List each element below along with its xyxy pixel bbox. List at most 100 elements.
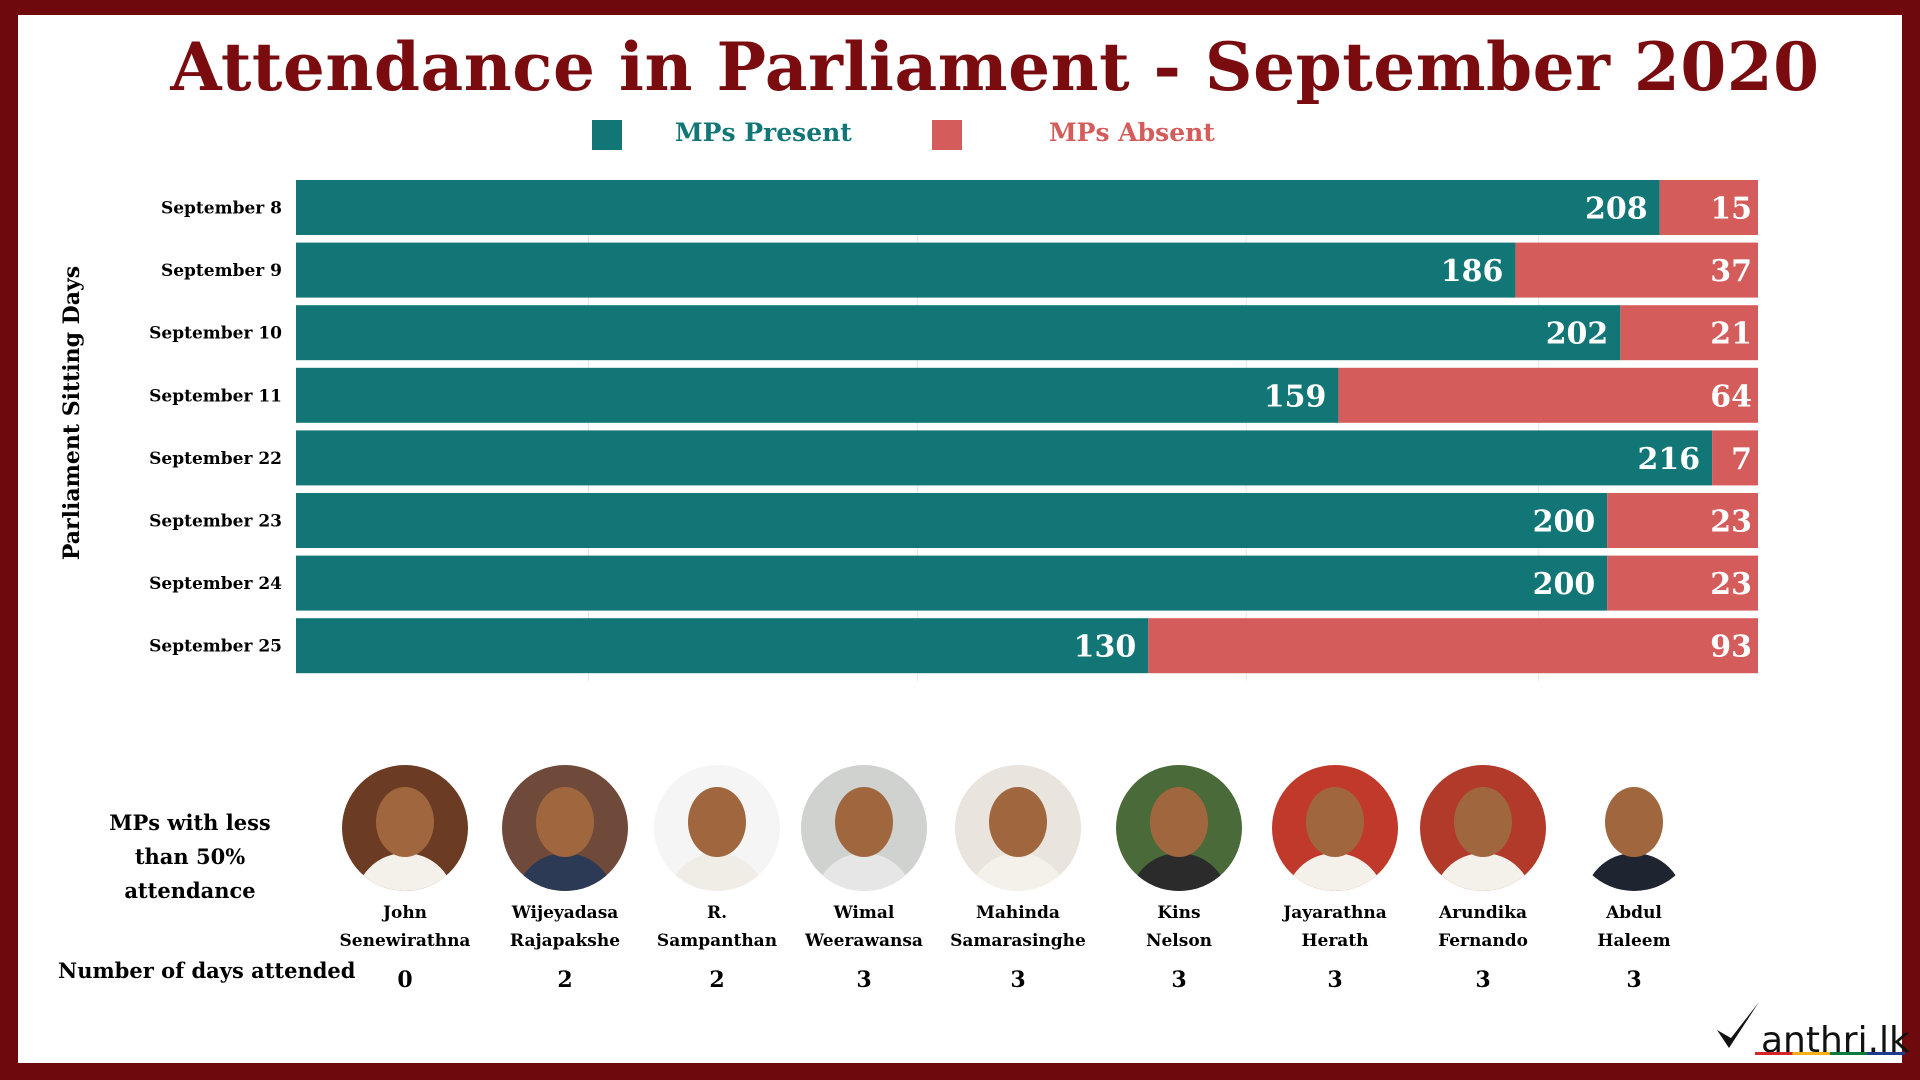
present-value-label: 186 xyxy=(1441,254,1504,289)
mp-photo-body xyxy=(814,853,914,891)
mp-first-name: Wijeyadasa xyxy=(511,903,619,923)
category-label: September 23 xyxy=(149,512,282,532)
mp-photo-head xyxy=(1605,787,1663,857)
mp-days-attended: 3 xyxy=(1626,967,1642,993)
mp-photo-icon xyxy=(342,765,468,891)
legend-present-swatch xyxy=(592,120,622,150)
absent-value-label: 93 xyxy=(1710,630,1752,665)
bar-present xyxy=(296,430,1713,486)
logo-underline xyxy=(1755,1052,1905,1055)
mp-last-name: Herath xyxy=(1301,931,1369,951)
bar-absent xyxy=(1607,555,1758,611)
category-label: September 10 xyxy=(149,324,282,344)
mp-last-name: Sampanthan xyxy=(656,931,778,951)
mp-card: John Senewirathna 0 xyxy=(320,765,490,993)
mp-photo-body xyxy=(355,853,455,891)
mp-card: Wijeyadasa Rajapakshe 2 xyxy=(480,765,650,993)
mp-photo-head xyxy=(835,787,893,857)
bar-absent xyxy=(1338,367,1758,423)
bar-present xyxy=(296,493,1608,548)
category-label: September 8 xyxy=(161,199,282,219)
chart-title: Attendance in Parliament - September 202… xyxy=(170,28,1820,106)
category-label: September 24 xyxy=(149,574,282,594)
bar-present xyxy=(296,367,1339,423)
bar-present xyxy=(296,242,1516,298)
mp-first-name: Mahinda xyxy=(976,903,1060,923)
mp-photo-body xyxy=(1584,853,1684,891)
mp-first-name: Wimal xyxy=(833,903,895,923)
mp-last-name: Weerawansa xyxy=(805,931,923,951)
mp-first-name: Jayarathna xyxy=(1283,903,1387,923)
mp-name: John Senewirathna xyxy=(320,899,490,955)
mp-first-name: R. xyxy=(706,903,728,923)
mp-card: Kins Nelson 3 xyxy=(1094,765,1264,993)
bar-absent xyxy=(1712,430,1758,486)
bar-present xyxy=(296,618,1149,674)
mp-card: Arundika Fernando 3 xyxy=(1398,765,1568,993)
manthri-logo: anthri.lk xyxy=(1715,1000,1910,1061)
absent-value-label: 23 xyxy=(1710,505,1752,540)
mp-photo-head xyxy=(536,787,594,857)
mp-photo-head xyxy=(1150,787,1208,857)
mp-photo-head xyxy=(688,787,746,857)
mp-photo-icon xyxy=(654,765,780,891)
category-label: September 11 xyxy=(149,386,282,406)
bar-absent xyxy=(1515,242,1758,298)
mp-photo-head xyxy=(1454,787,1512,857)
mp-days-attended: 3 xyxy=(1010,967,1026,993)
checkmark-logo-icon xyxy=(1715,1000,1761,1061)
mp-photo-head xyxy=(376,787,434,857)
mp-photo-icon xyxy=(1272,765,1398,891)
legend: MPs Present MPs Absent xyxy=(0,116,1920,156)
mp-photo-icon xyxy=(955,765,1081,891)
mp-last-name: Nelson xyxy=(1145,931,1213,951)
mp-photo-body xyxy=(1129,853,1229,891)
mp-last-name: Haleem xyxy=(1597,931,1671,951)
absent-value-label: 21 xyxy=(1710,317,1752,352)
absent-value-label: 15 xyxy=(1710,192,1752,227)
mp-name: Abdul Haleem xyxy=(1549,899,1719,955)
stacked-bar-chart: 208 15 September 8 186 37 September 9 202 21 Sep… xyxy=(149,180,1758,681)
mp-days-attended: 3 xyxy=(1171,967,1187,993)
mp-name: Kins Nelson xyxy=(1094,899,1264,955)
mp-photo-body xyxy=(515,853,615,891)
bar-present xyxy=(296,180,1660,235)
mp-days-attended: 0 xyxy=(397,967,413,993)
mp-photo-icon xyxy=(801,765,927,891)
absent-value-label: 7 xyxy=(1731,442,1752,477)
category-label: September 9 xyxy=(161,261,282,281)
mp-photo-icon xyxy=(1420,765,1546,891)
present-value-label: 130 xyxy=(1074,630,1137,665)
absent-value-label: 23 xyxy=(1710,567,1752,602)
bar-absent xyxy=(1659,180,1758,235)
present-value-label: 200 xyxy=(1533,567,1596,602)
mp-days-attended: 2 xyxy=(709,967,725,993)
legend-absent-label: MPs Absent xyxy=(1049,118,1215,147)
mp-photo-icon xyxy=(1571,765,1697,891)
mp-days-attended: 2 xyxy=(557,967,573,993)
present-value-label: 200 xyxy=(1533,505,1596,540)
mp-first-name: Arundika xyxy=(1438,903,1527,923)
mp-name: Wijeyadasa Rajapakshe xyxy=(480,899,650,955)
present-value-label: 216 xyxy=(1637,442,1700,477)
mp-name: Mahinda Samarasinghe xyxy=(933,899,1103,955)
mp-name: R. Sampanthan xyxy=(632,899,802,955)
mp-last-name: Rajapakshe xyxy=(509,931,621,951)
absent-value-label: 37 xyxy=(1710,254,1752,289)
mp-photo-body xyxy=(1285,853,1385,891)
bar-present xyxy=(296,555,1608,611)
mp-photo-head xyxy=(1306,787,1364,857)
present-value-label: 202 xyxy=(1546,317,1609,352)
mp-name: Arundika Fernando xyxy=(1398,899,1568,955)
mp-card: Jayarathna Herath 3 xyxy=(1250,765,1420,993)
bar-absent xyxy=(1620,305,1758,361)
legend-present-label: MPs Present xyxy=(675,118,852,147)
legend-absent-swatch xyxy=(932,120,962,150)
mp-days-attended: 3 xyxy=(1327,967,1343,993)
mp-name: Jayarathna Herath xyxy=(1250,899,1420,955)
mp-photo-head xyxy=(989,787,1047,857)
days-attended-label: Number of days attended xyxy=(58,958,356,983)
mp-card: Wimal Weerawansa 3 xyxy=(779,765,949,993)
mp-last-name: Fernando xyxy=(1438,931,1528,951)
mp-last-name: Senewirathna xyxy=(339,931,471,951)
